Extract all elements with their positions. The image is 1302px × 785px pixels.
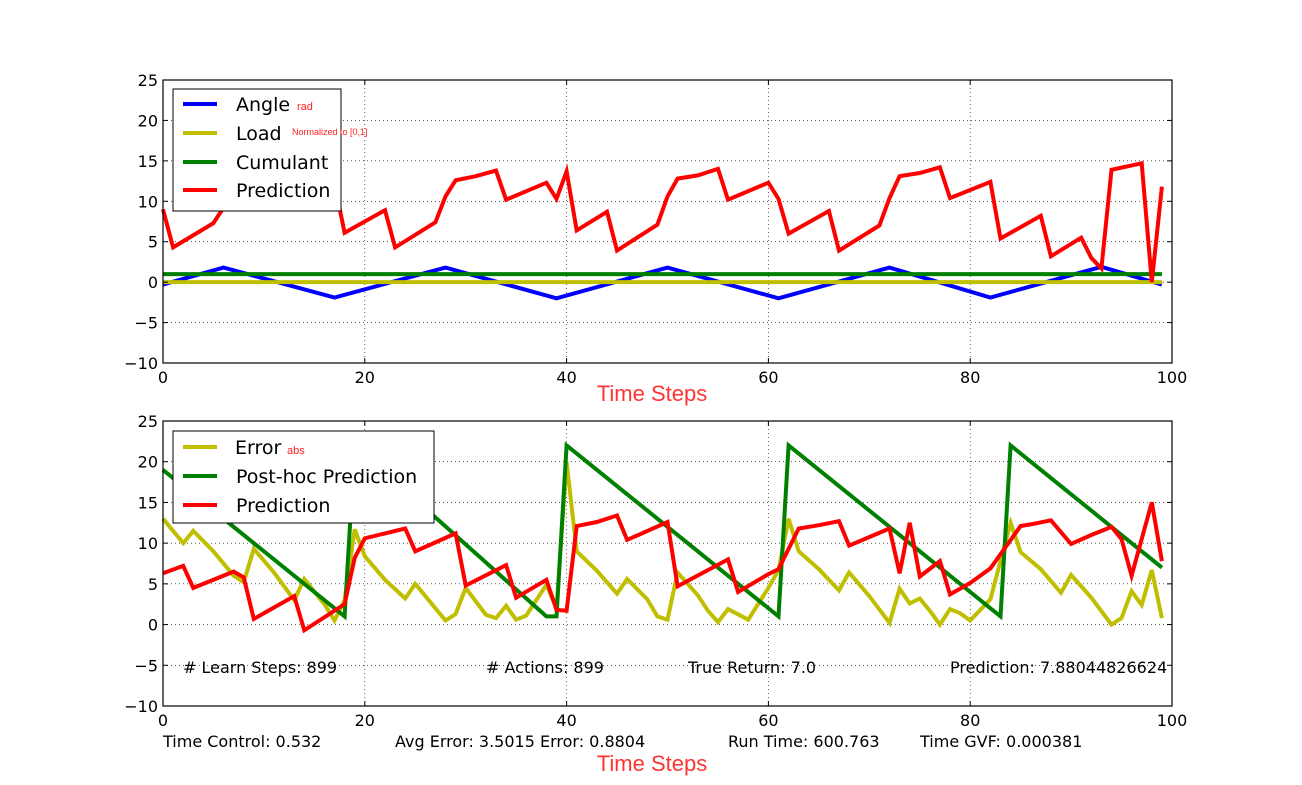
x-tick-label-bottom: 60 <box>758 711 778 730</box>
y-tick-label-top: −10 <box>124 354 158 373</box>
legend-label-prediction-bottom: Prediction <box>236 495 330 517</box>
stat-prediction: Prediction: 7.88044826624 <box>950 658 1167 677</box>
x-tick-label-top: 60 <box>758 368 778 387</box>
legend-top: Angle rad Load Normalized to [0,1] Cumul… <box>172 88 368 212</box>
x-tick-label-top: 0 <box>158 368 168 387</box>
ticks-top: 0 20 40 60 80 100 −10 −5 0 5 10 15 20 25 <box>124 71 1187 387</box>
y-tick-label-top: −5 <box>134 314 158 333</box>
y-tick-label-top: 25 <box>138 71 158 90</box>
legend-label-load: Load <box>236 123 282 145</box>
y-tick-label-bottom: 20 <box>138 453 158 472</box>
footer-time-control: Time Control: 0.532 <box>162 732 321 751</box>
x-tick-label-bottom: 80 <box>960 711 980 730</box>
y-tick-label-bottom: 15 <box>138 493 158 512</box>
y-tick-label-top: 20 <box>138 111 158 130</box>
footer-time-gvf: Time GVF: 0.000381 <box>919 732 1082 751</box>
legend-label-cumulant: Cumulant <box>236 152 328 174</box>
legend-label-prediction-top: Prediction <box>236 180 330 202</box>
legend-sub-error: abs <box>287 445 305 457</box>
y-tick-label-bottom: −5 <box>134 656 158 675</box>
y-tick-label-top: 10 <box>138 192 158 211</box>
series-line-prediction-top <box>161 160 1164 283</box>
y-tick-label-bottom: 5 <box>148 575 158 594</box>
x-axis-title-bottom: Time Steps <box>597 751 707 776</box>
plot-frame-top <box>162 79 1173 364</box>
x-tick-label-bottom: 20 <box>355 711 375 730</box>
series-line-prediction-bottom <box>162 501 1164 634</box>
stat-true-return: True Return: 7.0 <box>687 658 816 677</box>
x-tick-label-bottom: 100 <box>1157 711 1188 730</box>
y-tick-label-bottom: 10 <box>138 534 158 553</box>
chart-bottom: 0 20 40 60 80 100 −10 −5 0 5 10 15 20 25 Time Steps E… <box>124 412 1187 776</box>
legend-sub-angle: rad <box>297 101 313 113</box>
x-tick-label-top: 20 <box>355 368 375 387</box>
legend-sub-load: Normalized to [0,1] <box>292 127 368 137</box>
x-tick-label-top: 100 <box>1157 368 1188 387</box>
y-tick-label-bottom: −10 <box>124 697 158 716</box>
stat-learn-steps: # Learn Steps: 899 <box>183 658 337 677</box>
y-tick-label-top: 5 <box>148 233 158 252</box>
x-tick-label-top: 40 <box>556 368 576 387</box>
stats-row: # Learn Steps: 899 # Actions: 899 True R… <box>183 658 1167 677</box>
y-tick-label-bottom: 25 <box>138 412 158 431</box>
footer-row: Time Control: 0.532 Avg Error: 3.5015 Er… <box>162 732 1082 751</box>
y-tick-label-top: 0 <box>148 273 158 292</box>
stat-actions: # Actions: 899 <box>486 658 604 677</box>
legend-label-angle: Angle <box>236 94 290 116</box>
series-layer-top <box>161 160 1164 301</box>
legend-bottom: Error abs Post-hoc Prediction Prediction <box>172 430 435 524</box>
x-tick-label-top: 80 <box>960 368 980 387</box>
x-tick-label-bottom: 40 <box>556 711 576 730</box>
series-line-angle-top <box>162 264 1163 301</box>
ticks-bottom: 0 20 40 60 80 100 −10 −5 0 5 10 15 20 25 <box>124 412 1187 730</box>
plot-frame-bottom <box>162 420 1173 707</box>
x-axis-title-top: Time Steps <box>597 381 707 406</box>
x-tick-label-bottom: 0 <box>158 711 168 730</box>
legend-label-error: Error <box>235 437 282 459</box>
y-tick-label-top: 15 <box>138 152 158 171</box>
footer-run-time: Run Time: 600.763 <box>728 732 880 751</box>
footer-errors: Avg Error: 3.5015 Error: 0.8804 <box>395 732 645 751</box>
legend-label-posthoc: Post-hoc Prediction <box>236 466 417 488</box>
y-tick-label-bottom: 0 <box>148 616 158 635</box>
chart-top: 0 20 40 60 80 100 −10 −5 0 5 10 15 20 25 Time Steps A… <box>124 71 1187 406</box>
